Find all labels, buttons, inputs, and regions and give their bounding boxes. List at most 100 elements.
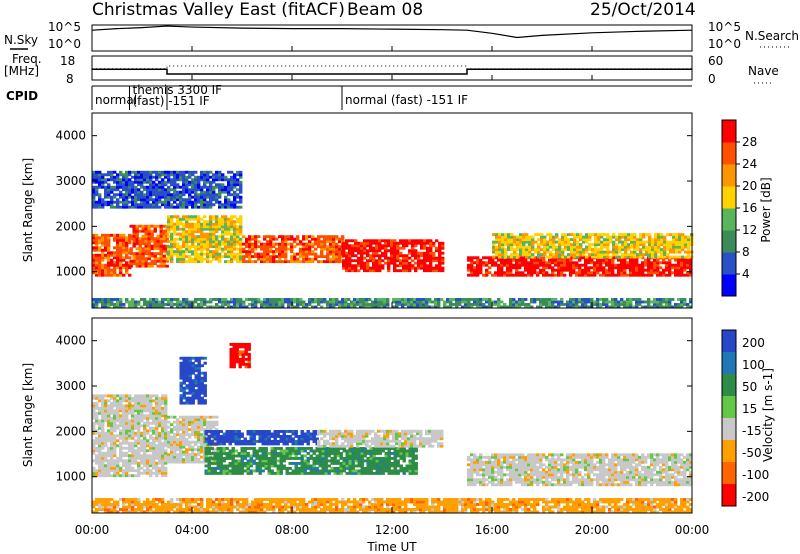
data-cell	[176, 425, 180, 429]
data-cell	[122, 236, 126, 240]
data-cell	[519, 235, 523, 239]
data-cell	[636, 238, 640, 242]
data-cell	[687, 250, 691, 254]
data-cell	[113, 200, 117, 204]
data-cell	[200, 450, 204, 454]
data-cell	[215, 235, 219, 239]
data-cell	[584, 261, 588, 265]
data-cell	[140, 406, 144, 410]
data-cell	[578, 258, 582, 262]
data-cell	[638, 266, 642, 270]
data-cell	[347, 305, 351, 309]
data-cell	[561, 248, 565, 252]
data-cell	[188, 257, 192, 261]
data-cell	[155, 303, 159, 306]
data-cell	[164, 456, 168, 460]
data-cell	[224, 178, 228, 182]
data-cell	[420, 264, 424, 268]
data-cell	[366, 251, 370, 255]
data-cell	[386, 298, 390, 301]
data-cell	[128, 180, 132, 184]
data-cell	[146, 173, 150, 177]
data-cell	[152, 185, 156, 189]
data-cell	[278, 303, 282, 306]
data-cell	[176, 255, 180, 259]
data-cell	[620, 271, 624, 275]
data-cell	[354, 269, 358, 273]
data-cell	[497, 271, 501, 275]
data-cell	[405, 266, 409, 270]
data-cell	[578, 268, 582, 272]
data-cell	[375, 259, 379, 263]
data-cell	[510, 245, 514, 249]
data-cell	[384, 246, 388, 250]
data-cell	[194, 240, 198, 244]
data-cell	[498, 233, 502, 237]
data-cell	[197, 438, 201, 442]
data-cell	[590, 258, 594, 262]
data-cell	[632, 273, 636, 277]
data-cell	[164, 406, 168, 410]
data-cell	[551, 271, 555, 275]
data-cell	[152, 414, 156, 418]
data-cell	[272, 252, 276, 256]
data-cell	[218, 260, 222, 264]
data-cell	[113, 416, 117, 420]
data-cell	[147, 239, 151, 243]
data-cell	[221, 303, 225, 306]
data-cell	[285, 437, 289, 441]
data-cell	[173, 443, 177, 447]
data-cell	[689, 266, 693, 270]
data-cell	[101, 273, 105, 277]
data-cell	[387, 264, 391, 268]
data-cell	[122, 238, 126, 242]
data-cell	[170, 222, 174, 226]
data-cell	[140, 441, 144, 445]
data-cell	[497, 300, 501, 304]
data-cell	[122, 439, 126, 443]
data-cell	[179, 190, 183, 194]
data-cell	[131, 426, 135, 430]
data-cell	[527, 261, 531, 265]
data-cell	[326, 235, 330, 239]
data-cell	[188, 458, 192, 462]
data-cell	[203, 298, 207, 301]
data-cell	[137, 205, 141, 209]
data-cell	[203, 190, 207, 194]
data-cell	[525, 233, 529, 237]
data-cell	[423, 239, 427, 243]
data-cell	[644, 300, 648, 304]
data-cell	[252, 435, 256, 438]
data-cell	[615, 235, 619, 239]
data-cell	[587, 258, 591, 262]
data-cell	[221, 237, 225, 241]
data-cell	[188, 215, 192, 219]
data-cell	[311, 245, 315, 249]
data-cell	[287, 235, 291, 239]
data-cell	[104, 436, 108, 440]
data-cell	[233, 240, 237, 244]
data-cell	[470, 303, 474, 306]
data-cell	[267, 437, 271, 441]
data-cell	[207, 442, 211, 446]
data-cell	[135, 227, 139, 231]
data-cell	[432, 266, 436, 270]
data-cell	[182, 250, 186, 254]
data-cell	[197, 430, 201, 434]
data-cell	[557, 268, 561, 272]
data-cell	[573, 248, 577, 252]
data-cell	[152, 421, 156, 425]
data-cell	[311, 237, 315, 241]
data-cell	[270, 442, 274, 446]
data-cell	[185, 230, 189, 234]
data-cell	[170, 257, 174, 261]
data-cell	[587, 271, 591, 275]
data-cell	[626, 263, 630, 267]
data-cell	[185, 222, 189, 226]
data-cell	[194, 433, 198, 437]
data-cell	[225, 430, 229, 433]
data-cell	[434, 303, 438, 306]
data-cell	[650, 268, 654, 272]
data-cell	[161, 298, 165, 301]
data-cell	[249, 435, 253, 438]
